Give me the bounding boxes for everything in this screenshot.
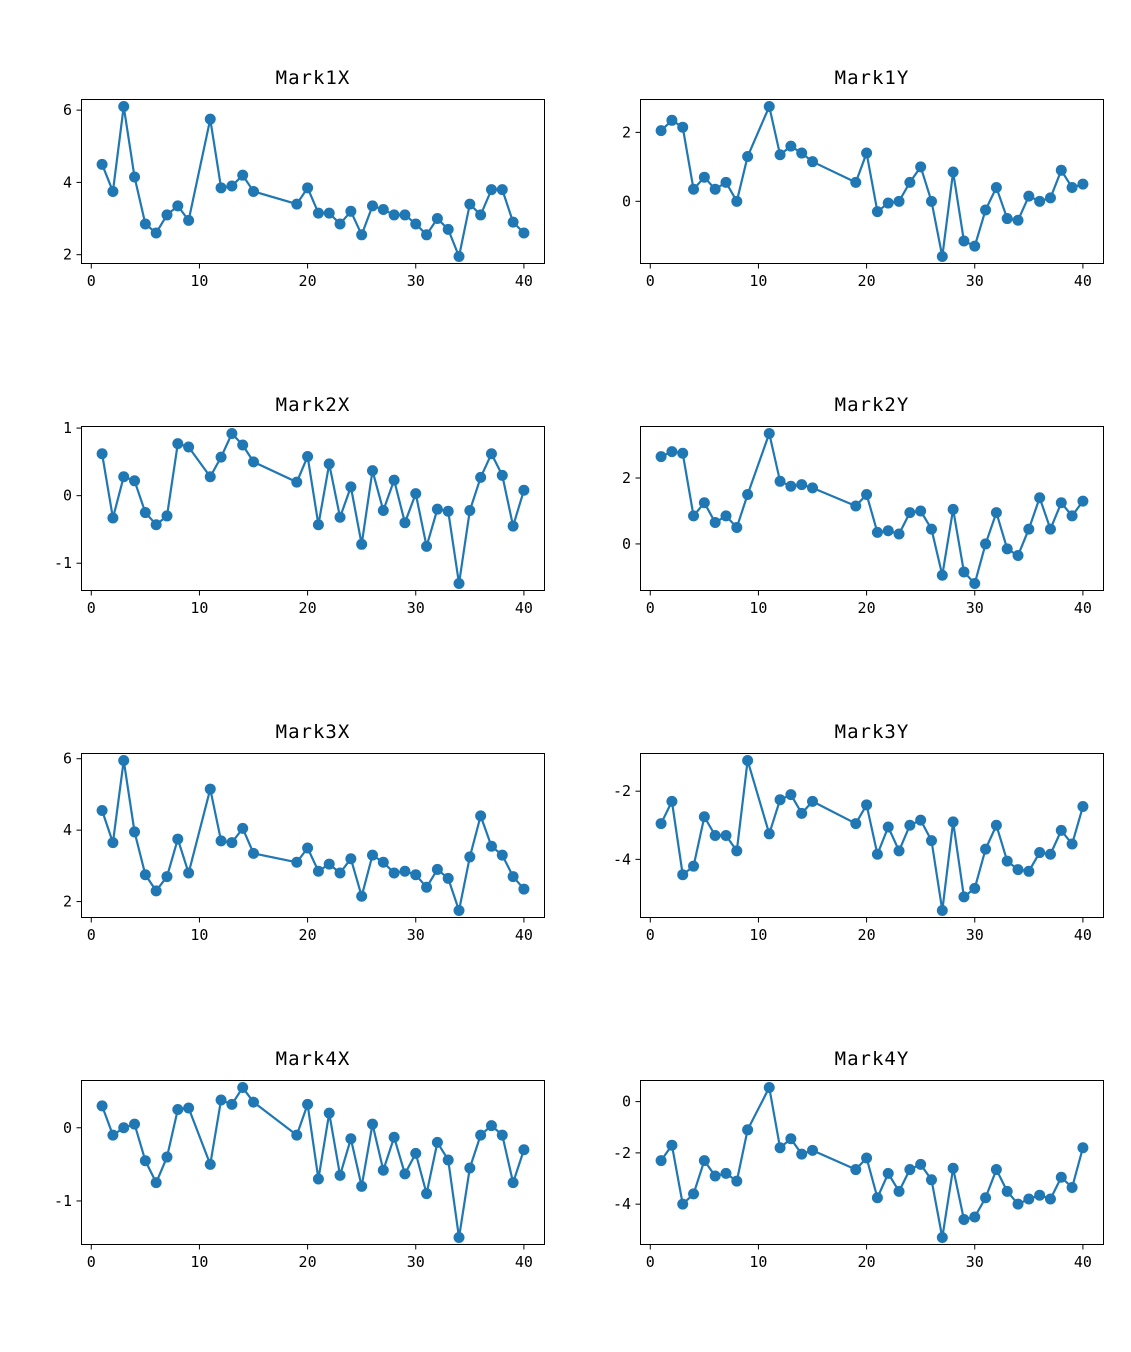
svg-text:6: 6 <box>63 101 72 119</box>
svg-text:1: 1 <box>63 419 72 437</box>
svg-text:10: 10 <box>190 1253 208 1271</box>
svg-text:20: 20 <box>858 599 876 617</box>
svg-text:40: 40 <box>1074 926 1092 944</box>
subplot-mark3y: Mark3Y 0 10 20 30 40 -4 -2 <box>613 721 1104 944</box>
svg-text:0: 0 <box>87 926 96 944</box>
svg-text:10: 10 <box>190 926 208 944</box>
svg-text:30: 30 <box>966 272 984 290</box>
chart-title-mark4x: Mark4X <box>275 1048 351 1070</box>
line-chart-mark3x: 0 10 20 30 40 2 4 6 <box>63 750 545 944</box>
svg-text:40: 40 <box>515 1253 533 1271</box>
svg-text:0: 0 <box>646 272 655 290</box>
chart-title-mark2x: Mark2X <box>275 394 351 416</box>
svg-text:30: 30 <box>407 1253 425 1271</box>
svg-text:-2: -2 <box>613 782 631 800</box>
svg-text:20: 20 <box>858 272 876 290</box>
subplot-mark3x: Mark3X 0 10 20 30 40 2 4 6 <box>63 721 545 944</box>
chart-title-mark1x: Mark1X <box>275 67 351 89</box>
svg-text:30: 30 <box>407 599 425 617</box>
subplot-mark4y: Mark4Y 0 10 20 30 40 -4 -2 0 <box>613 1048 1104 1271</box>
chart-title-mark2y: Mark2Y <box>834 394 910 416</box>
svg-text:30: 30 <box>966 1253 984 1271</box>
chart-title-mark4y: Mark4Y <box>834 1048 910 1070</box>
svg-text:40: 40 <box>515 599 533 617</box>
svg-text:40: 40 <box>1074 272 1092 290</box>
subplot-mark1x: Mark1X 0 10 20 30 40 2 4 6 <box>63 67 545 290</box>
line-chart-mark2x: 0 10 20 30 40 -1 0 1 <box>54 419 545 617</box>
svg-text:2: 2 <box>63 893 72 911</box>
line-chart-mark4y: 0 10 20 30 40 -4 -2 0 <box>613 1080 1104 1271</box>
svg-text:-4: -4 <box>613 850 631 868</box>
line-chart-mark1x: 0 10 20 30 40 2 4 6 <box>63 99 545 290</box>
svg-text:0: 0 <box>87 272 96 290</box>
svg-text:10: 10 <box>749 599 767 617</box>
svg-text:0: 0 <box>87 599 96 617</box>
chart-title-mark3x: Mark3X <box>275 721 351 743</box>
svg-text:2: 2 <box>622 469 631 487</box>
svg-text:10: 10 <box>749 1253 767 1271</box>
svg-text:2: 2 <box>622 123 631 141</box>
svg-text:0: 0 <box>622 535 631 553</box>
svg-text:0: 0 <box>646 926 655 944</box>
chart-title-mark3y: Mark3Y <box>834 721 910 743</box>
svg-text:0: 0 <box>622 192 631 210</box>
svg-text:20: 20 <box>299 599 317 617</box>
svg-text:0: 0 <box>63 1119 72 1137</box>
svg-text:4: 4 <box>63 821 72 839</box>
svg-text:40: 40 <box>515 926 533 944</box>
subplot-mark2x: Mark2X 0 10 20 30 40 -1 0 1 <box>54 394 545 617</box>
svg-text:4: 4 <box>63 173 72 191</box>
svg-text:20: 20 <box>858 1253 876 1271</box>
svg-text:30: 30 <box>407 272 425 290</box>
svg-text:0: 0 <box>87 1253 96 1271</box>
line-chart-mark3y: 0 10 20 30 40 -4 -2 <box>613 753 1104 944</box>
svg-text:20: 20 <box>299 272 317 290</box>
svg-text:6: 6 <box>63 750 72 768</box>
chart-title-mark1y: Mark1Y <box>834 67 910 89</box>
svg-text:-2: -2 <box>613 1144 631 1162</box>
subplot-mark1y: Mark1Y 0 10 20 30 40 0 2 <box>622 67 1104 290</box>
svg-text:10: 10 <box>749 926 767 944</box>
subplot-mark4x: Mark4X 0 10 20 30 40 -1 0 <box>54 1048 545 1271</box>
svg-text:20: 20 <box>299 1253 317 1271</box>
svg-text:0: 0 <box>622 1093 631 1111</box>
svg-text:10: 10 <box>190 272 208 290</box>
svg-text:40: 40 <box>1074 599 1092 617</box>
svg-text:10: 10 <box>749 272 767 290</box>
line-chart-mark4x: 0 10 20 30 40 -1 0 <box>54 1080 545 1271</box>
svg-text:2: 2 <box>63 246 72 264</box>
svg-text:20: 20 <box>858 926 876 944</box>
svg-text:30: 30 <box>966 926 984 944</box>
svg-text:-1: -1 <box>54 1192 72 1210</box>
line-chart-mark2y: 0 10 20 30 40 0 2 <box>622 426 1104 617</box>
subplot-mark2y: Mark2Y 0 10 20 30 40 0 2 <box>622 394 1104 617</box>
svg-text:10: 10 <box>190 599 208 617</box>
svg-text:-4: -4 <box>613 1195 631 1213</box>
svg-text:30: 30 <box>966 599 984 617</box>
svg-text:20: 20 <box>299 926 317 944</box>
svg-text:30: 30 <box>407 926 425 944</box>
svg-text:40: 40 <box>1074 1253 1092 1271</box>
svg-text:0: 0 <box>646 599 655 617</box>
line-chart-mark1y: 0 10 20 30 40 0 2 <box>622 99 1104 290</box>
svg-text:0: 0 <box>63 487 72 505</box>
svg-text:40: 40 <box>515 272 533 290</box>
svg-text:-1: -1 <box>54 554 72 572</box>
svg-text:0: 0 <box>646 1253 655 1271</box>
